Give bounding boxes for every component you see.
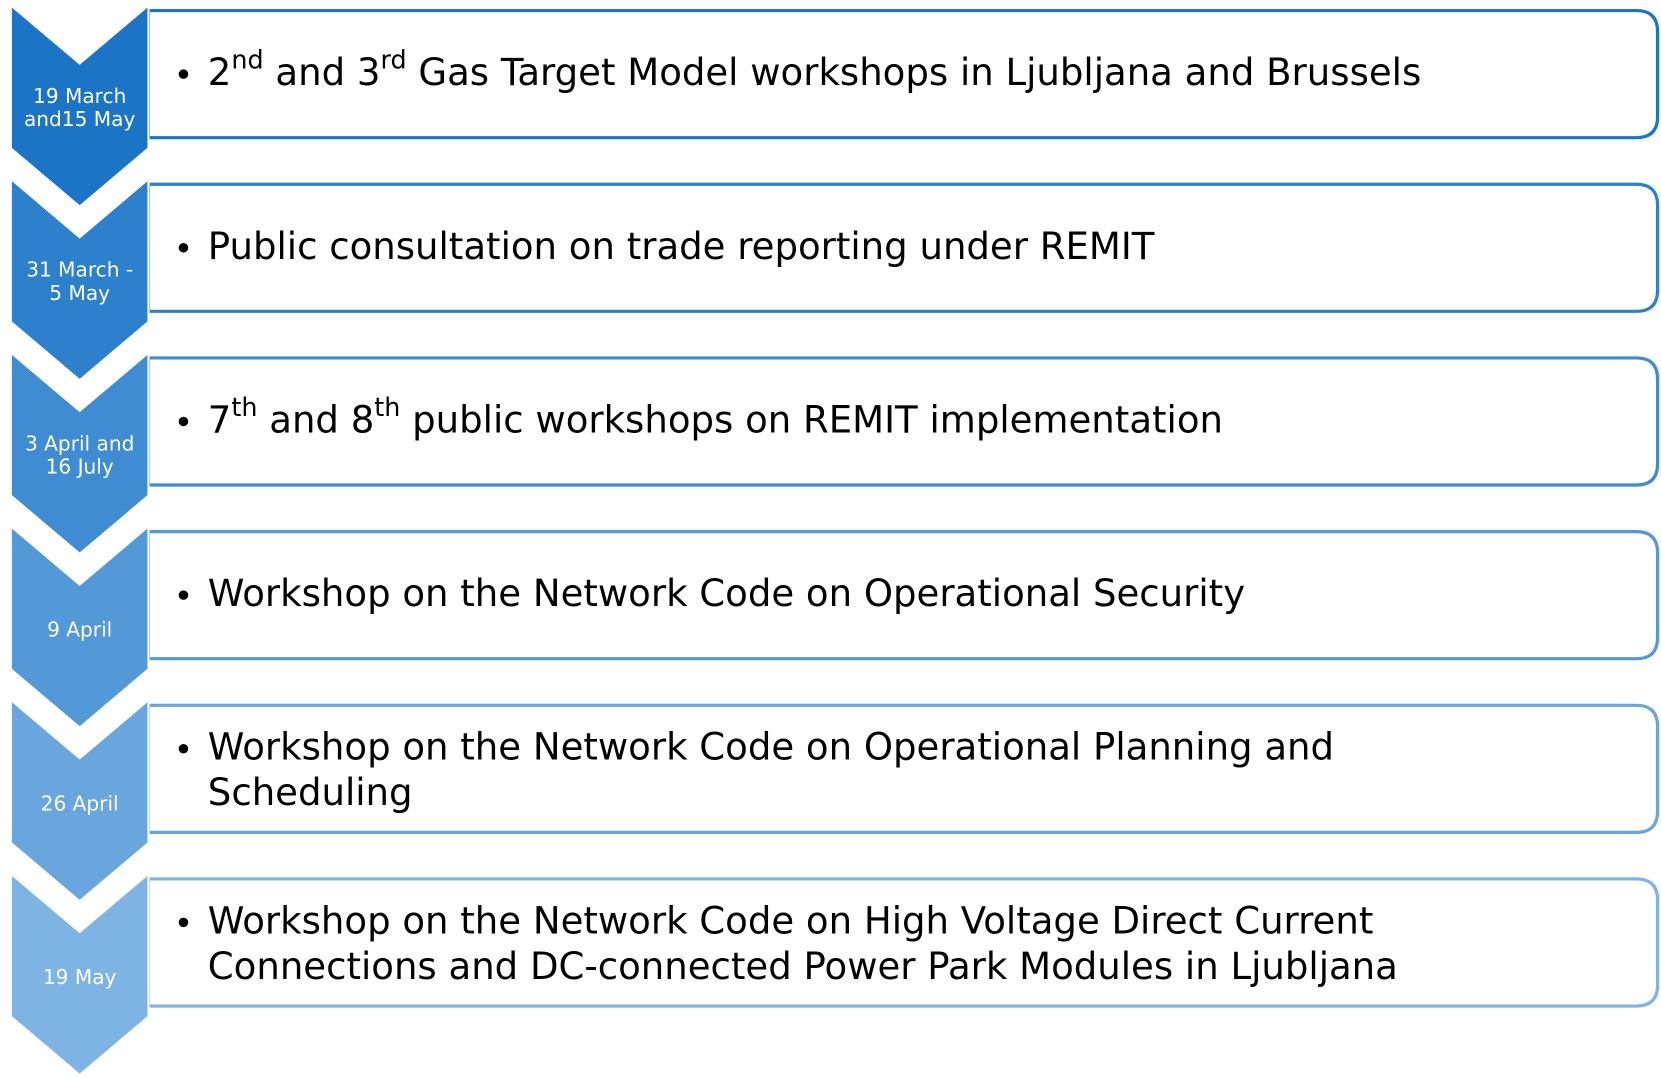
text-run: Workshop on the Network Code on Operatio… xyxy=(208,572,1245,615)
timeline-item: 19 May Workshop on the Network Code on Hi… xyxy=(9,871,1660,1077)
superscript: th xyxy=(231,392,257,422)
timeline-item: 31 March -5 May Public consultation on tr… xyxy=(9,176,1660,382)
timeline-item: 9 April Workshop on the Network Code on O… xyxy=(9,524,1660,729)
superscript: th xyxy=(374,392,400,422)
bullet xyxy=(178,590,189,600)
item-box xyxy=(146,356,1660,487)
item-text: Workshop on the Network Code on High Vol… xyxy=(208,899,1374,942)
bullet xyxy=(178,743,189,754)
item-box xyxy=(146,182,1660,313)
text-run: Connections and DC-connected Power Park … xyxy=(208,944,1398,987)
text-run: and 8 xyxy=(257,398,374,441)
item-box xyxy=(146,703,1660,834)
date-label: 31 March - xyxy=(26,258,133,282)
date-chevron xyxy=(9,176,150,382)
text-run: 2 xyxy=(208,51,232,94)
item-text: Workshop on the Network Code on Operatio… xyxy=(208,572,1245,615)
date-label: 16 July xyxy=(46,455,114,479)
date-label: 26 April xyxy=(41,791,119,815)
text-run: and 3 xyxy=(264,51,381,94)
date-label: 3 April and xyxy=(25,431,134,455)
item-text: Workshop on the Network Code on Operatio… xyxy=(208,725,1334,768)
bullet xyxy=(178,917,189,928)
text-run: Workshop on the Network Code on High Vol… xyxy=(208,899,1374,942)
date-chevron xyxy=(9,871,150,1077)
date-label: and15 May xyxy=(24,107,135,131)
date-label: 19 March xyxy=(33,84,126,108)
item-text: 2nd and 3rd Gas Target Model workshops i… xyxy=(208,44,1421,93)
date-chevron xyxy=(9,697,150,903)
date-chevron xyxy=(9,350,150,556)
item-box xyxy=(146,877,1660,1008)
superscript: nd xyxy=(231,44,263,74)
item-text: Public consultation on trade reporting u… xyxy=(208,224,1155,267)
date-label: 19 May xyxy=(43,965,117,989)
text-run: Workshop on the Network Code on Operatio… xyxy=(208,725,1334,768)
timeline-item: 26 April Workshop on the Network Code on … xyxy=(9,697,1660,903)
bullet xyxy=(178,69,189,79)
date-chevron xyxy=(9,524,150,729)
superscript: rd xyxy=(380,44,406,74)
date-label: 9 April xyxy=(47,618,112,642)
text-run: 7 xyxy=(208,398,232,441)
item-text: 7th and 8th public workshops on REMIT im… xyxy=(208,392,1223,441)
text-run: Scheduling xyxy=(208,771,413,814)
item-box xyxy=(146,9,1660,140)
item-text: Scheduling xyxy=(208,771,413,814)
bullet xyxy=(178,243,189,253)
item-text: Connections and DC-connected Power Park … xyxy=(208,944,1398,987)
text-run: Gas Target Model workshops in Ljubljana … xyxy=(407,51,1422,94)
date-label: 5 May xyxy=(49,281,110,305)
text-run: Public consultation on trade reporting u… xyxy=(208,224,1155,267)
bullet xyxy=(178,416,189,427)
item-box xyxy=(146,530,1660,661)
date-chevron xyxy=(9,3,150,208)
text-run: public workshops on REMIT implementation xyxy=(400,398,1223,441)
